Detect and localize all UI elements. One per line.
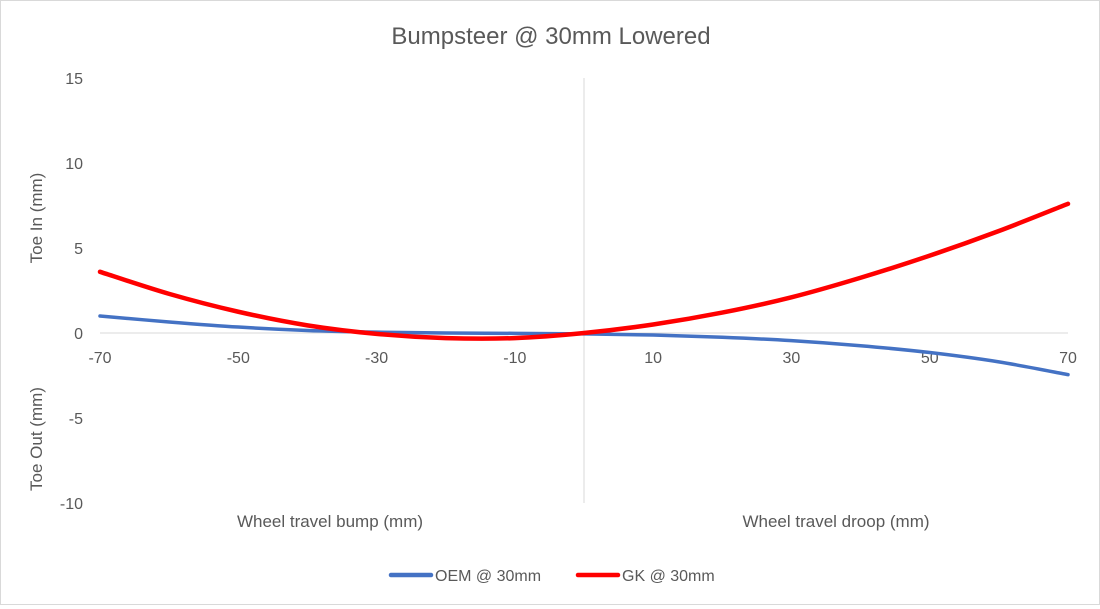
x-axis-label-droop: Wheel travel droop (mm)	[742, 512, 929, 531]
x-tick-label: -50	[227, 350, 250, 367]
series-line-gk	[97, 201, 1071, 341]
y-tick-label: -5	[69, 411, 83, 428]
x-tick-label: -10	[503, 350, 526, 367]
y-tick-label: 15	[65, 71, 83, 88]
legend: OEM @ 30mm GK @ 30mm	[388, 568, 715, 585]
y-axis-label-toe-in: Toe In (mm)	[27, 173, 46, 264]
y-tick-labels: -10 -5 0 5 10 15	[60, 71, 83, 513]
y-tick-label: 10	[65, 156, 83, 173]
x-tick-label: -70	[88, 350, 111, 367]
chart-title: Bumpsteer @ 30mm Lowered	[391, 23, 710, 50]
x-tick-label: 70	[1059, 350, 1077, 367]
y-tick-label: -10	[60, 496, 83, 513]
x-axis-label-bump: Wheel travel bump (mm)	[237, 512, 423, 531]
x-tick-label: 10	[644, 350, 662, 367]
series-lines	[97, 201, 1071, 377]
y-tick-label: 0	[74, 326, 83, 343]
y-tick-label: 5	[74, 241, 83, 258]
x-tick-label: 30	[783, 350, 801, 367]
x-tick-labels: -70 -50 -30 -10 10 30 50 70	[88, 350, 1077, 367]
legend-label-oem: OEM @ 30mm	[435, 568, 541, 585]
y-axis-label-toe-out: Toe Out (mm)	[27, 387, 46, 491]
x-tick-label: -30	[365, 350, 388, 367]
legend-label-gk: GK @ 30mm	[622, 568, 715, 585]
